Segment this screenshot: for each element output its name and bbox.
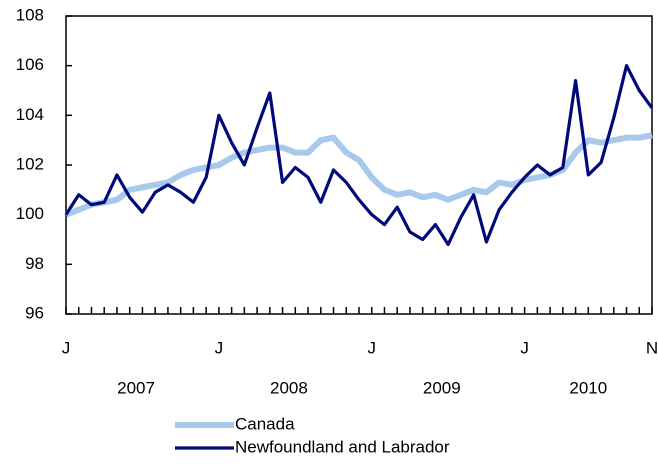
x-tick-label: J: [62, 338, 71, 357]
y-tick-label: 108: [16, 5, 44, 24]
year-label: 2009: [423, 378, 461, 397]
x-tick-label: N: [646, 338, 658, 357]
legend-label: Canada: [235, 414, 295, 433]
y-tick-label: 98: [25, 254, 44, 273]
series-line: [64, 64, 654, 247]
y-tick-label: 102: [16, 154, 44, 173]
year-label: 2010: [569, 378, 607, 397]
year-label: 2008: [270, 378, 308, 397]
x-tick-label: J: [367, 338, 376, 357]
x-tick-label: J: [520, 338, 529, 357]
y-tick-label: 100: [16, 204, 44, 223]
y-tick-label: 104: [16, 105, 44, 124]
x-tick-label: J: [215, 338, 224, 357]
y-tick-label: 106: [16, 55, 44, 74]
year-label: 2007: [117, 378, 155, 397]
series-line: [64, 132, 653, 218]
y-tick-label: 96: [25, 303, 44, 322]
legend-label: Newfoundland and Labrador: [235, 437, 450, 456]
